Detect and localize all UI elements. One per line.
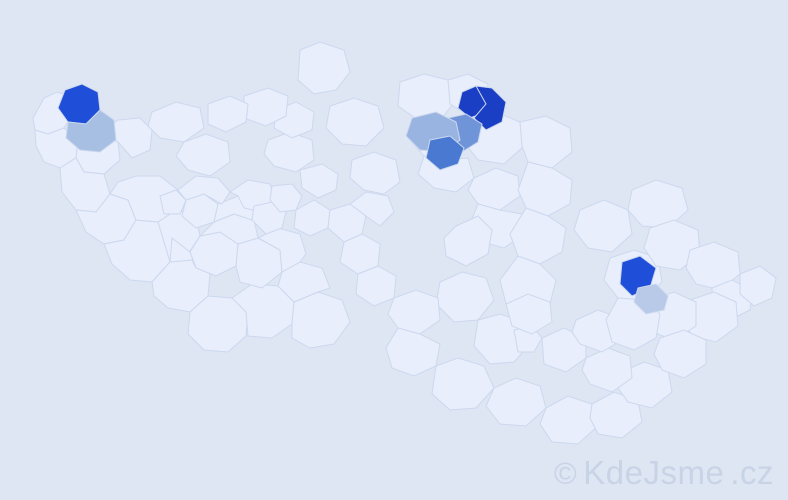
region-cesky-krumlov bbox=[187, 295, 249, 353]
region-benesov bbox=[256, 227, 307, 273]
region-zdar bbox=[435, 271, 495, 323]
region-havlickuv-brod bbox=[355, 265, 397, 307]
region-uherske-hradiste bbox=[589, 391, 643, 439]
region-jindrichuv-hradec bbox=[291, 291, 351, 349]
region-nachod bbox=[519, 115, 573, 169]
highlight-louny bbox=[65, 109, 117, 153]
region-ceska-lipa bbox=[325, 97, 385, 147]
region-jesenik bbox=[627, 179, 689, 229]
highlight-liberec bbox=[473, 85, 507, 131]
region-vsetin bbox=[653, 329, 707, 379]
region-melnik bbox=[299, 163, 339, 199]
highlight-jicin bbox=[425, 135, 465, 171]
region-trebic bbox=[385, 327, 441, 377]
region-hradec-kralove bbox=[467, 167, 521, 211]
region-hodonin bbox=[539, 395, 599, 445]
watermark-site-name: KdeJsme bbox=[583, 454, 725, 491]
region-mlada-boleslav bbox=[349, 151, 401, 195]
watermark-tld: .cz bbox=[730, 454, 774, 491]
region-litomerice bbox=[263, 131, 315, 173]
region-znojmo bbox=[431, 357, 495, 411]
region-kromeriz bbox=[581, 347, 633, 393]
region-liberec-base bbox=[397, 73, 457, 121]
region-nymburk bbox=[349, 191, 395, 227]
region-louny-base bbox=[175, 133, 231, 177]
region-rychnov bbox=[517, 161, 573, 217]
region-chrudim bbox=[443, 215, 493, 267]
region-sumperk bbox=[573, 199, 633, 253]
watermark: © KdeJsme .cz bbox=[554, 454, 774, 492]
region-rakovnik bbox=[177, 175, 231, 205]
copyright-icon: © bbox=[553, 455, 578, 491]
region-blansko bbox=[505, 293, 553, 335]
region-usti-nad-orlici bbox=[509, 207, 567, 265]
region-jihlava bbox=[387, 289, 441, 335]
region-decin bbox=[297, 41, 351, 95]
highlight-prostejov bbox=[633, 283, 669, 315]
region-strakonice bbox=[169, 237, 197, 269]
region-plzen-mesto bbox=[159, 189, 187, 215]
region-most bbox=[207, 95, 249, 133]
map-highlighted-regions bbox=[57, 83, 669, 315]
region-karvina bbox=[739, 265, 777, 307]
region-breclav bbox=[485, 377, 547, 427]
region-chomutov-base bbox=[147, 101, 205, 143]
map-base-regions bbox=[32, 41, 777, 445]
region-pelhrimov bbox=[277, 261, 331, 303]
region-praha-vychod bbox=[293, 199, 331, 237]
